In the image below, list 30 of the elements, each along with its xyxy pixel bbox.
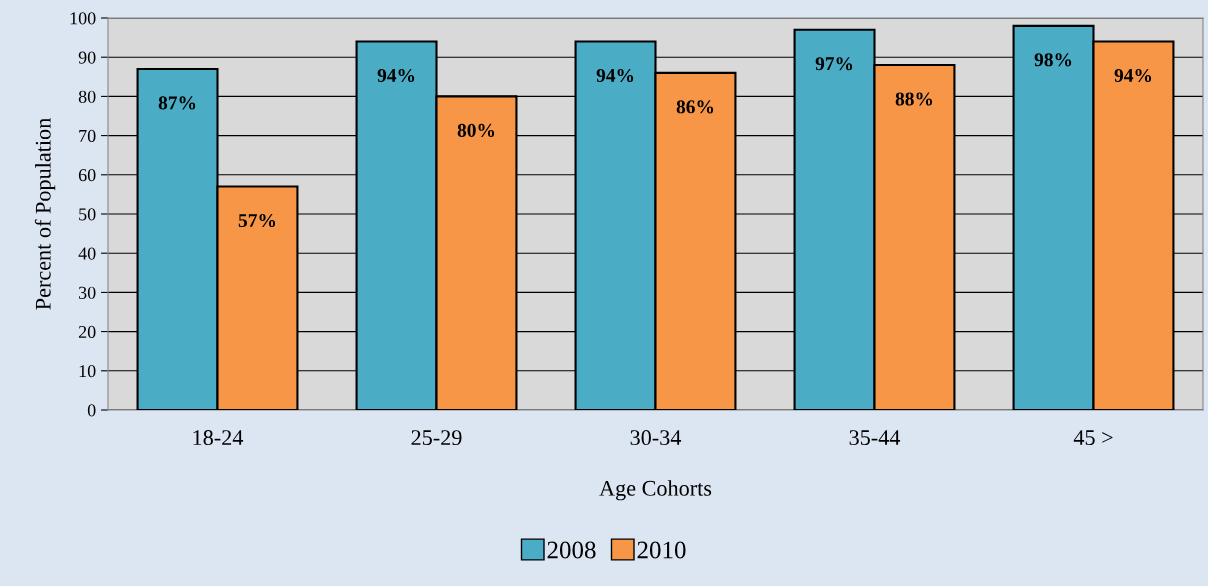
legend-label: 2008	[547, 541, 596, 559]
legend-label: 2010	[637, 541, 686, 559]
y-tick-label: 40	[78, 247, 96, 260]
y-tick-label: 10	[79, 365, 96, 378]
data-label: 87%	[158, 96, 196, 110]
data-label: 94%	[377, 68, 415, 83]
y-tick-label: 0	[87, 404, 96, 417]
data-label: 86%	[676, 100, 714, 114]
data-label: 94%	[1114, 68, 1152, 83]
y-tick-label: 60	[78, 169, 96, 182]
data-label: 88%	[895, 92, 933, 106]
y-axis-title: Percent of Population	[34, 118, 56, 310]
x-tick-label: 30-34	[630, 430, 682, 446]
data-label: 97%	[815, 57, 853, 71]
data-label: 57%	[238, 213, 276, 228]
x-tick-label: 35-44	[849, 430, 901, 446]
y-tick-label: 80	[78, 90, 96, 103]
data-label: 98%	[1034, 53, 1072, 67]
y-tick-label: 30	[79, 286, 96, 299]
y-tick-label: 90	[78, 51, 96, 64]
x-tick-label: 25-29	[411, 430, 462, 446]
y-tick-label: 100	[70, 12, 96, 25]
y-tick-label: 20	[78, 325, 96, 339]
data-label: 80%	[457, 123, 495, 137]
y-tick-label: 50	[79, 208, 96, 221]
x-tick-label: 45 >	[1073, 430, 1113, 446]
x-tick-label: 18-24	[193, 430, 244, 446]
y-tick-label: 70	[79, 129, 96, 143]
data-label: 94%	[596, 68, 634, 83]
x-axis-title: Age Cohorts	[599, 480, 712, 501]
